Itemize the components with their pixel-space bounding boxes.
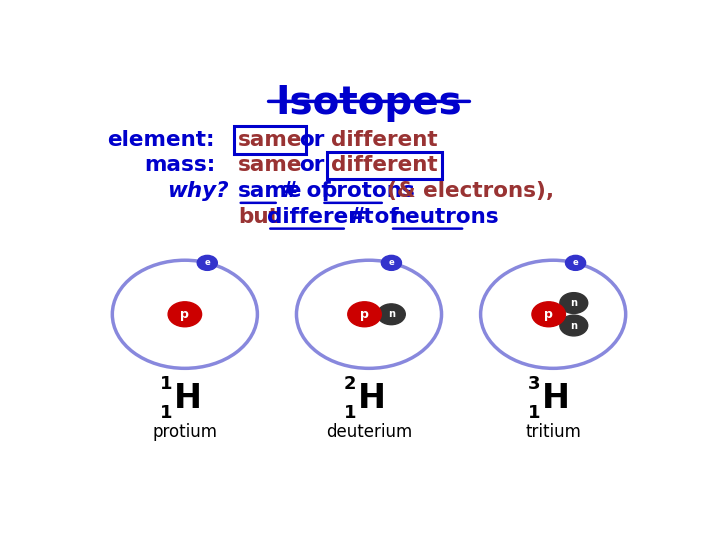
Text: (& electrons),: (& electrons), bbox=[387, 181, 554, 201]
Text: # of: # of bbox=[349, 207, 399, 227]
Text: same: same bbox=[238, 156, 302, 176]
Circle shape bbox=[197, 255, 217, 271]
Text: e: e bbox=[389, 258, 395, 267]
Circle shape bbox=[565, 255, 585, 271]
Text: 1: 1 bbox=[160, 375, 172, 393]
Text: H: H bbox=[358, 382, 386, 415]
Circle shape bbox=[348, 302, 382, 327]
Text: or: or bbox=[300, 130, 325, 150]
Circle shape bbox=[560, 293, 588, 313]
Text: same: same bbox=[238, 130, 302, 150]
Circle shape bbox=[168, 302, 202, 327]
Text: H: H bbox=[174, 382, 202, 415]
Text: 1: 1 bbox=[528, 404, 541, 422]
Text: n: n bbox=[388, 309, 395, 319]
Text: Isotopes: Isotopes bbox=[276, 84, 462, 122]
Text: 3: 3 bbox=[528, 375, 541, 393]
Text: same: same bbox=[238, 181, 302, 201]
Circle shape bbox=[382, 255, 402, 271]
Text: 1: 1 bbox=[160, 404, 172, 422]
Text: different: different bbox=[331, 130, 438, 150]
Text: element:: element: bbox=[107, 130, 215, 150]
Text: e: e bbox=[204, 258, 210, 267]
Text: why?: why? bbox=[167, 181, 229, 201]
Text: p: p bbox=[360, 308, 369, 321]
Text: n: n bbox=[570, 298, 577, 308]
Text: different: different bbox=[331, 156, 438, 176]
Text: protons: protons bbox=[322, 181, 415, 201]
Circle shape bbox=[560, 315, 588, 336]
Text: 2: 2 bbox=[344, 375, 356, 393]
Text: H: H bbox=[542, 382, 570, 415]
Circle shape bbox=[377, 304, 405, 325]
Text: p: p bbox=[544, 308, 553, 321]
Text: but: but bbox=[238, 207, 279, 227]
Text: deuterium: deuterium bbox=[326, 423, 412, 441]
Text: p: p bbox=[181, 308, 189, 321]
Text: protium: protium bbox=[153, 423, 217, 441]
Text: 1: 1 bbox=[344, 404, 356, 422]
Text: or: or bbox=[300, 156, 325, 176]
Text: different: different bbox=[267, 207, 374, 227]
Text: n: n bbox=[570, 321, 577, 330]
Circle shape bbox=[532, 302, 565, 327]
Text: neutrons: neutrons bbox=[390, 207, 499, 227]
Text: e: e bbox=[572, 258, 578, 267]
Text: mass:: mass: bbox=[145, 156, 216, 176]
Text: tritium: tritium bbox=[525, 423, 581, 441]
Text: # of: # of bbox=[282, 181, 331, 201]
